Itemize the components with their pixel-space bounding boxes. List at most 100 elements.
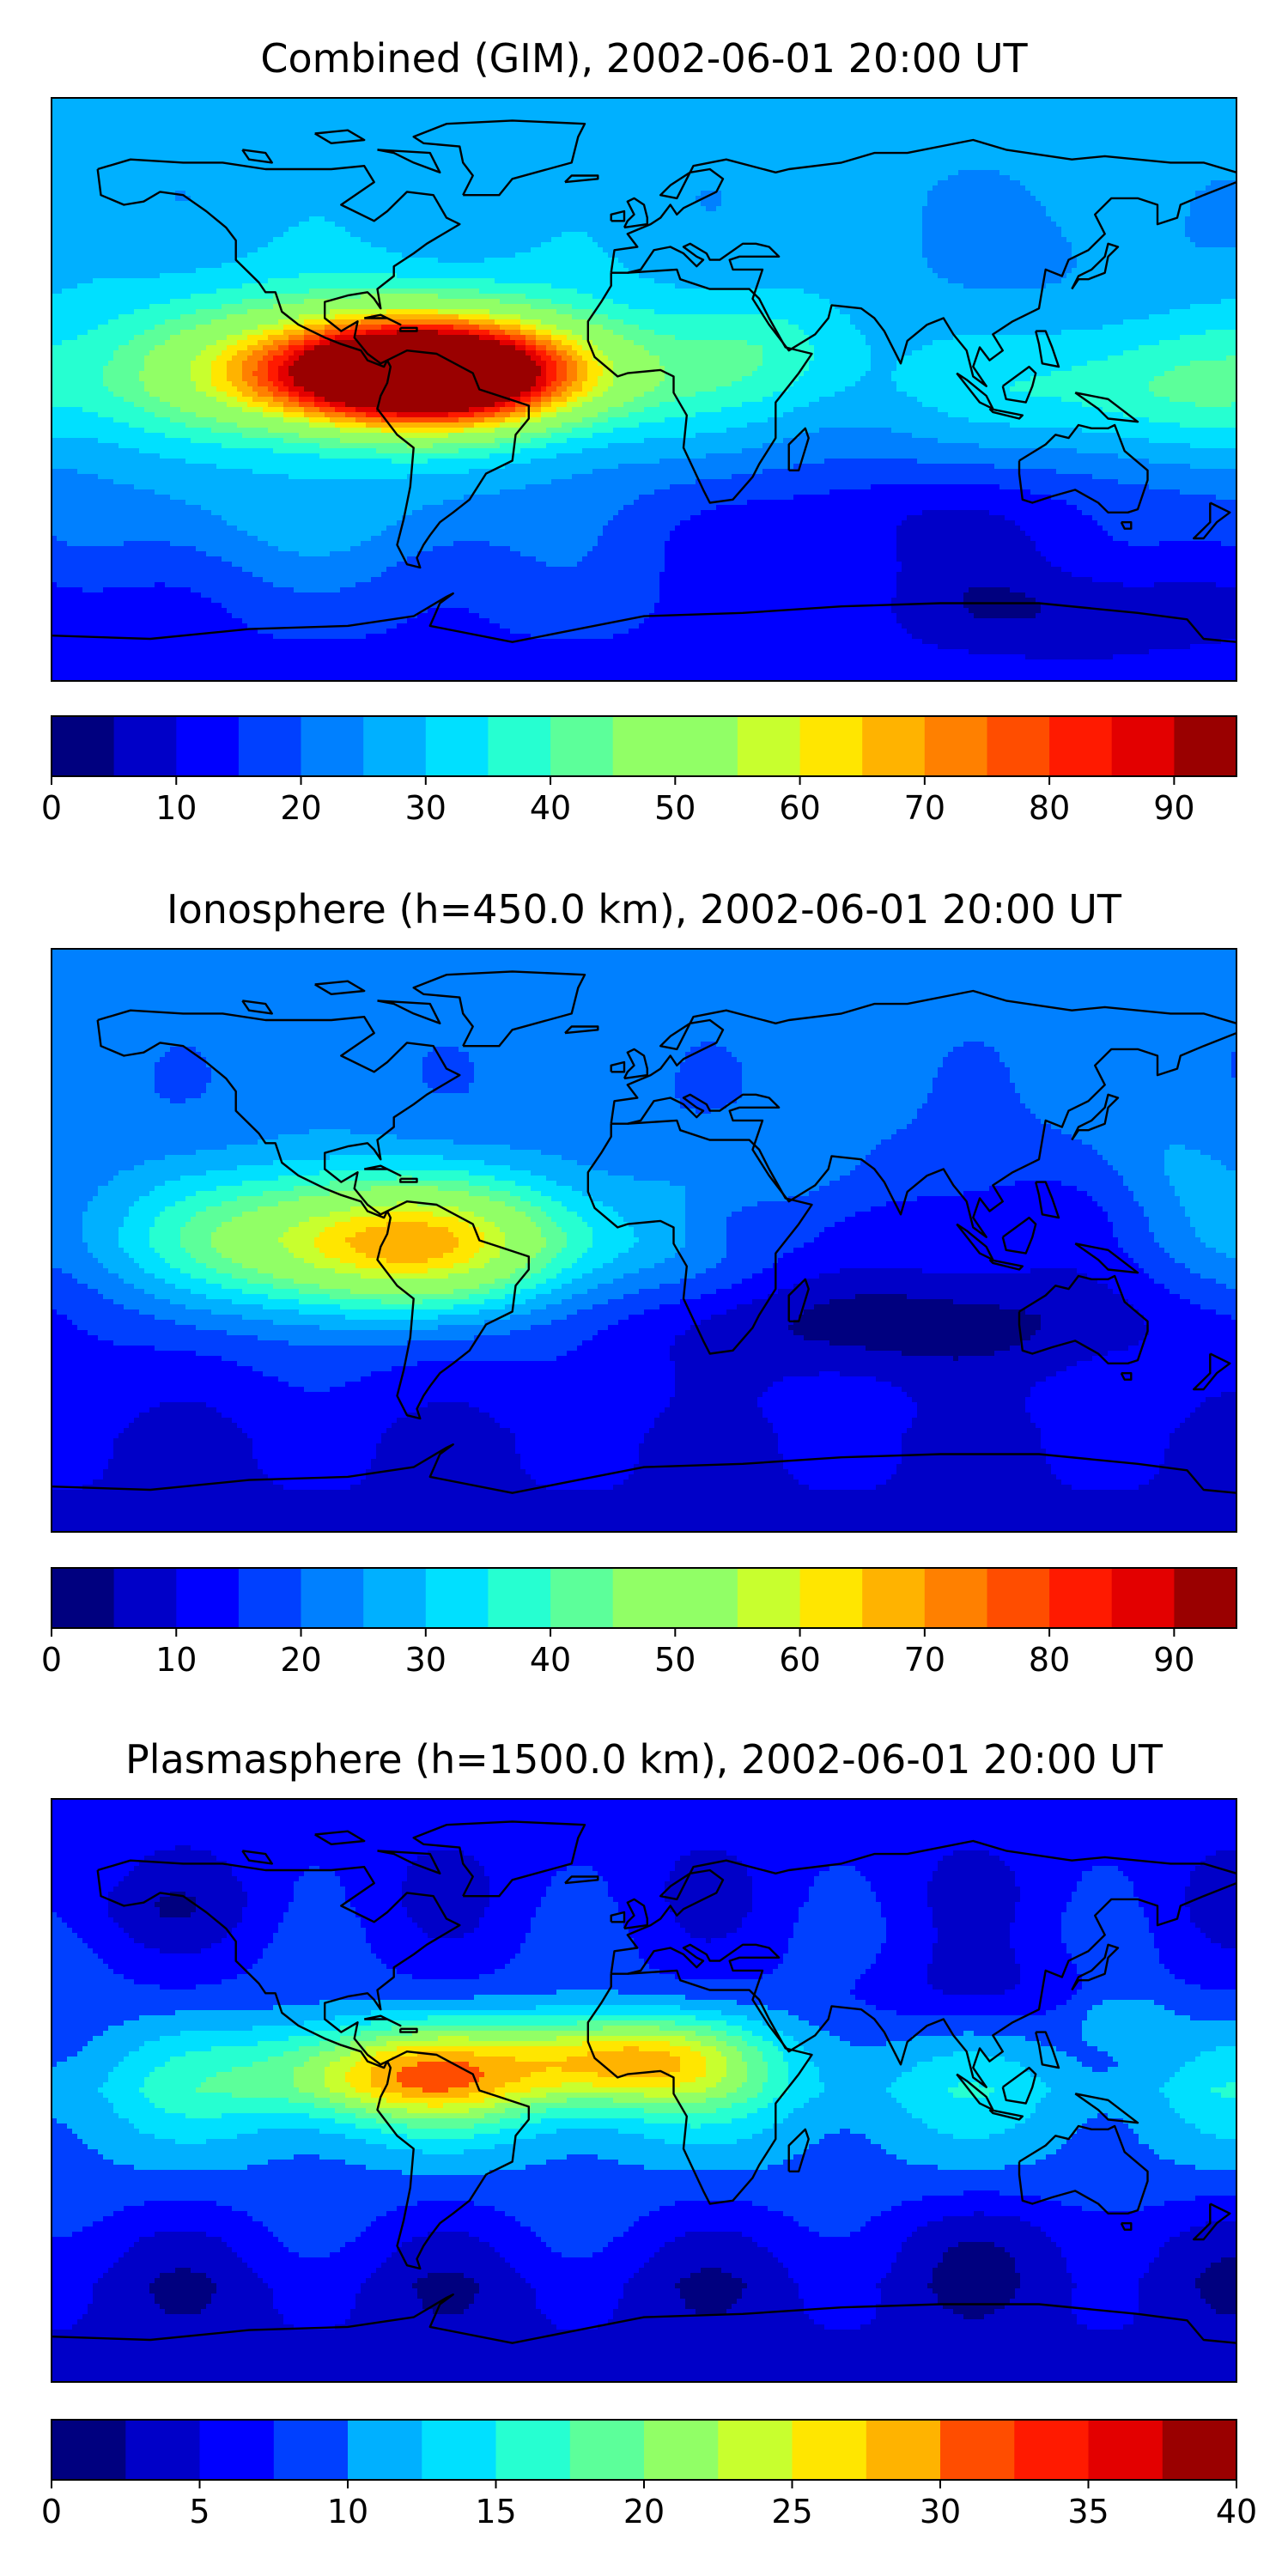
contour-cell — [582, 402, 624, 408]
contour-cell — [242, 618, 408, 624]
contour-cell — [623, 1479, 799, 1485]
contour-cell — [52, 1886, 114, 1893]
contour-cell — [670, 1351, 902, 1357]
contour-cell — [88, 1330, 228, 1336]
contour-cell — [407, 618, 490, 624]
contour-cell — [67, 1315, 155, 1321]
contour-cell — [685, 2036, 717, 2042]
contour-cell — [1020, 1098, 1236, 1104]
contour-cell — [283, 412, 305, 418]
coastline — [412, 119, 586, 197]
contour-cell — [783, 2031, 830, 2037]
coastline — [376, 1200, 530, 1420]
contour-cell — [500, 299, 552, 305]
contour-cell — [191, 2268, 253, 2274]
contour-cell — [1061, 1928, 1150, 1934]
contour-cell — [489, 1897, 542, 1903]
contour-cell — [52, 2031, 104, 2037]
contour-cell — [232, 1928, 279, 1934]
contour-cell — [659, 1304, 738, 1310]
contour-cell — [489, 541, 598, 547]
contour-cell — [371, 242, 542, 248]
contour-cell — [556, 407, 573, 413]
contour-cell — [211, 2299, 274, 2305]
contour-cell — [448, 1273, 511, 1279]
contour-cell — [93, 2283, 150, 2289]
contour-cell — [350, 2309, 434, 2315]
contour-cell — [788, 2087, 825, 2093]
panel-plasmasphere: Plasmasphere (h=1500.0 km), 2002-06-01 2… — [41, 1736, 1257, 2530]
contour-cell — [938, 273, 1067, 279]
contour-cell — [577, 1309, 645, 1315]
contour-cell — [314, 1237, 346, 1243]
contour-cell — [536, 350, 547, 356]
contour-cell — [1221, 541, 1236, 547]
contour-cell — [572, 1186, 686, 1192]
contour-cell — [139, 1263, 171, 1269]
colorbar-segment — [550, 1568, 614, 1628]
contour-cell — [1190, 1268, 1236, 1274]
contour-cell — [258, 1959, 382, 1965]
contour-cell — [742, 2051, 763, 2057]
contour-cell — [608, 1170, 851, 1176]
contour-cell — [963, 598, 1036, 604]
contour-cell — [319, 340, 331, 346]
contour-cell — [747, 2067, 769, 2073]
contour-cell — [855, 1212, 1109, 1218]
contour-cell — [165, 2108, 336, 2114]
contour-cell — [386, 526, 604, 532]
contour-cell — [273, 2293, 356, 2300]
contour-cell — [762, 2087, 789, 2093]
contour-cell — [52, 185, 933, 191]
contour-cell — [1190, 644, 1236, 650]
contour-cell — [345, 2077, 372, 2083]
contour-cell — [428, 1083, 470, 1089]
contour-cell — [536, 2232, 624, 2238]
contour-cell — [52, 1479, 94, 1485]
contour-cell — [340, 428, 382, 434]
contour-cell — [1066, 273, 1236, 279]
colorbar-tick-label: 80 — [1029, 789, 1070, 827]
contour-cell — [762, 1268, 841, 1274]
contour-cell — [52, 459, 186, 465]
contour-cell — [495, 438, 532, 444]
contour-cell — [144, 2082, 202, 2088]
contour-cell — [1200, 1861, 1236, 1867]
coastline — [1018, 1274, 1149, 1364]
contour-cell — [407, 1912, 485, 1918]
contour-cell — [896, 582, 1124, 588]
contour-cell — [386, 2257, 506, 2263]
contour-cell — [268, 1943, 372, 1949]
contour-cell — [809, 2314, 877, 2320]
contour-cell — [1154, 2000, 1236, 2006]
contour-cell — [52, 1160, 145, 1166]
contour-cell — [309, 417, 331, 423]
contour-cell — [289, 345, 305, 351]
contour-cell — [222, 1284, 274, 1290]
contour-cell — [500, 2129, 557, 2135]
contour-cell — [1072, 1485, 1139, 1491]
contour-cell — [52, 2175, 1236, 2181]
contour-cell — [1061, 1933, 1155, 1939]
contour-cell — [52, 608, 228, 614]
contour-cell — [680, 2288, 743, 2294]
contour-cell — [294, 2067, 325, 2073]
contour-cell — [113, 2067, 155, 2073]
contour-cell — [242, 1181, 331, 1187]
contour-cell — [783, 412, 949, 418]
contour-cell — [912, 2232, 1047, 2238]
contour-cell — [747, 2015, 799, 2021]
contour-cell — [783, 1376, 877, 1382]
contour-cell — [505, 2211, 650, 2217]
contour-cell — [309, 1866, 320, 1872]
contour-cell — [386, 247, 532, 253]
contour-cell — [325, 330, 341, 336]
contour-cell — [556, 1181, 671, 1187]
contour-cell — [896, 2077, 1042, 2083]
contour-cell — [562, 1299, 609, 1305]
contour-cell — [515, 1953, 640, 1959]
contour-cell — [943, 2252, 1011, 2258]
contour-cell — [273, 294, 361, 300]
contour-cell — [505, 1294, 537, 1300]
contour-cell — [52, 350, 114, 356]
